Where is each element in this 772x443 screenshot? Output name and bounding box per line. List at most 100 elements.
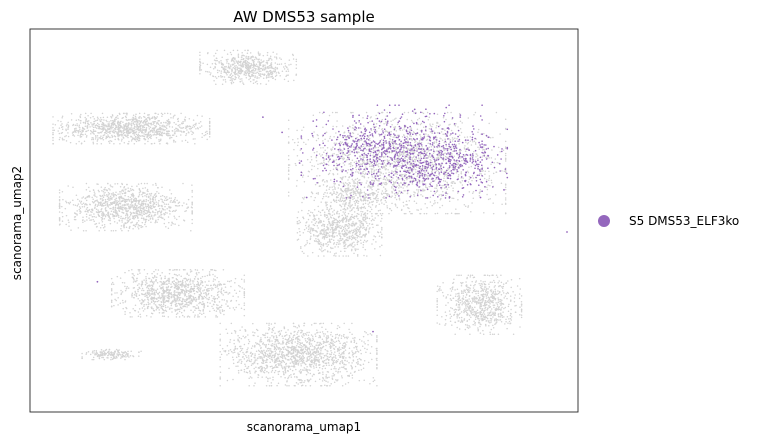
- background-point: [140, 224, 142, 227]
- background-point: [165, 126, 167, 129]
- background-point: [147, 199, 150, 202]
- background-point: [270, 65, 273, 68]
- background-point: [328, 210, 330, 213]
- background-point: [110, 207, 112, 210]
- background-point: [293, 79, 295, 82]
- background-point: [61, 205, 63, 208]
- background-point: [363, 212, 366, 215]
- background-point: [157, 292, 160, 295]
- background-point: [123, 125, 125, 128]
- background-point: [241, 347, 244, 350]
- background-point: [218, 70, 221, 72]
- background-point: [161, 131, 164, 133]
- background-point: [161, 286, 163, 289]
- background-point: [143, 119, 146, 122]
- background-point: [58, 202, 61, 204]
- background-point: [337, 339, 340, 342]
- background-point: [175, 209, 177, 212]
- background-point: [112, 126, 114, 129]
- background-point: [124, 208, 127, 210]
- background-point: [177, 202, 180, 204]
- background-point: [322, 235, 324, 238]
- background-point: [173, 200, 175, 202]
- background-point: [261, 68, 264, 71]
- background-point: [83, 128, 86, 130]
- background-point: [185, 298, 188, 301]
- background-point: [335, 221, 337, 224]
- background-point: [142, 122, 145, 124]
- background-point: [135, 113, 137, 116]
- background-point: [359, 233, 361, 236]
- background-point: [293, 376, 296, 378]
- background-point: [155, 201, 157, 203]
- background-point: [339, 243, 341, 245]
- background-point: [89, 190, 91, 192]
- background-point: [114, 215, 116, 217]
- background-point: [98, 190, 100, 193]
- background-point: [243, 302, 246, 304]
- background-point: [240, 67, 242, 69]
- background-point: [283, 68, 286, 70]
- background-point: [181, 281, 184, 284]
- background-point: [231, 80, 234, 82]
- background-point: [129, 316, 132, 318]
- background-point: [151, 312, 154, 315]
- background-point: [231, 68, 233, 70]
- background-point: [301, 250, 304, 253]
- background-point: [230, 77, 232, 79]
- background-point: [296, 216, 299, 219]
- background-point: [126, 210, 128, 213]
- background-point: [86, 124, 89, 127]
- background-point: [254, 382, 256, 384]
- background-point: [214, 286, 217, 288]
- background-point: [155, 278, 157, 281]
- background-point: [227, 293, 229, 295]
- background-point: [144, 223, 146, 226]
- background-point: [290, 374, 292, 376]
- background-point: [157, 307, 160, 309]
- background-point: [79, 202, 82, 204]
- background-point: [172, 115, 175, 117]
- background-point: [170, 224, 173, 226]
- background-point: [215, 77, 218, 79]
- background-point: [148, 295, 151, 297]
- background-point: [363, 226, 365, 229]
- background-point: [152, 123, 154, 126]
- background-point: [127, 190, 129, 193]
- background-point: [150, 208, 152, 210]
- background-point: [126, 183, 128, 186]
- background-point: [121, 189, 123, 192]
- background-point: [185, 285, 187, 288]
- background-point: [354, 370, 356, 373]
- background-point: [309, 230, 312, 232]
- background-point: [141, 202, 143, 205]
- background-point: [210, 72, 212, 74]
- background-point: [72, 131, 74, 133]
- background-point: [110, 130, 112, 132]
- background-point: [125, 125, 128, 128]
- background-point: [270, 76, 272, 78]
- background-point: [323, 225, 326, 228]
- background-point: [264, 352, 267, 355]
- background-point: [160, 281, 163, 283]
- background-point: [142, 205, 144, 207]
- background-point: [86, 219, 88, 221]
- background-point: [201, 313, 203, 315]
- background-point: [269, 365, 272, 368]
- background-point: [264, 67, 267, 69]
- background-point: [95, 127, 98, 129]
- background-point: [122, 137, 125, 139]
- background-point: [98, 229, 100, 232]
- background-point: [155, 290, 157, 292]
- background-point: [163, 121, 165, 124]
- background-point: [136, 284, 139, 287]
- background-point: [317, 357, 319, 359]
- background-point: [136, 205, 138, 207]
- background-point: [154, 293, 156, 296]
- background-point: [137, 216, 139, 219]
- background-point: [87, 209, 89, 212]
- background-point: [256, 77, 258, 80]
- background-point: [284, 65, 287, 67]
- background-point: [333, 359, 335, 361]
- background-point: [282, 66, 285, 68]
